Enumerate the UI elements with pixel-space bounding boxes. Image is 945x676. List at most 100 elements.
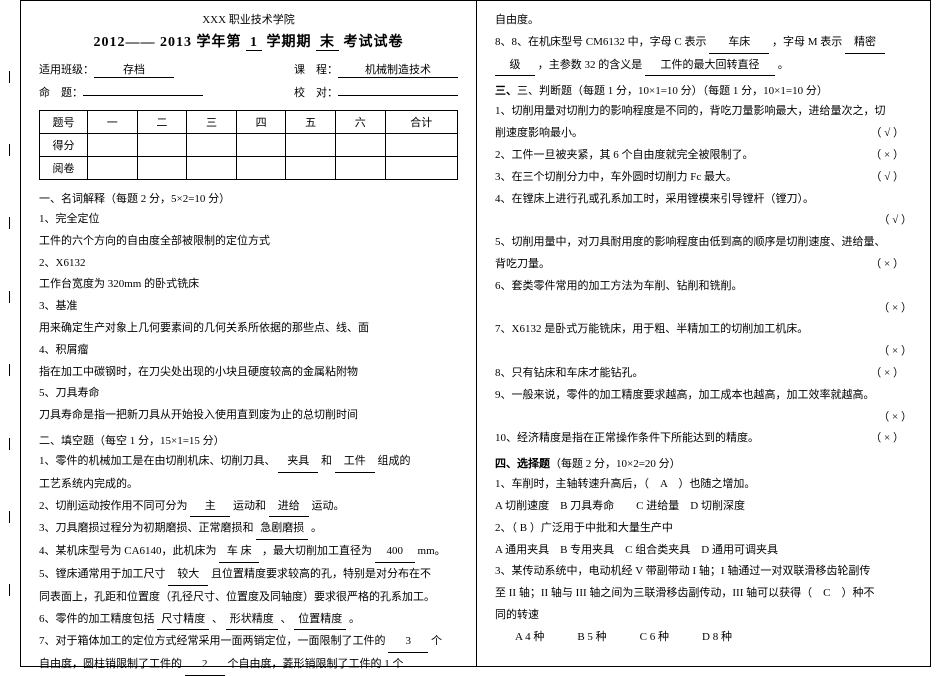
school-name: XXX 职业技术学院: [39, 11, 458, 27]
judgement-mark: （ × ）: [870, 429, 904, 449]
s1-def: 刀具寿命是指一把新刀具从开始投入使用直到废为止的总切削时间: [39, 406, 458, 426]
score-row-defen: 得分: [40, 134, 458, 157]
s2-q6: 6、零件的加工精度包括 尺寸精度 、 形状精度 、 位置精度 。: [39, 610, 458, 631]
class-value: 存档: [94, 61, 174, 78]
score-cell: [88, 157, 138, 180]
s2-q1-b1: 夹具: [278, 452, 318, 473]
s2-q4-b1: 车 床: [219, 542, 259, 563]
score-cell: [385, 157, 457, 180]
score-header-cell: 一: [88, 111, 138, 134]
s2-q5: 5、镗床通常用于加工尺寸 较大 且位置精度要求较高的孔，特别是对分布在不: [39, 565, 458, 586]
s1-term: 5、刀具寿命: [39, 384, 458, 404]
score-cell: [137, 134, 187, 157]
s1-def: 指在加工中碳钢时，在刀尖处出现的小块且硬度较高的金属粘附物: [39, 363, 458, 383]
s2-q8-l2: 级 ，主参数 32 的含义是 工件的最大回转直径 。: [495, 56, 912, 77]
s2-q4: 4、某机床型号为 CA6140，此机床为 车 床 ，最大切削加工直径为 400 …: [39, 542, 458, 563]
s2-q5-prefix: 5、镗床通常用于加工尺寸: [39, 568, 166, 580]
s2-q6-b2: 形状精度: [226, 610, 278, 631]
s4-q3-l3: 同的转速: [495, 606, 912, 626]
s2-q8: 8、8、在机床型号 CM6132 中，字母 C 表示 车床 ，字母 M 表示 精…: [495, 33, 912, 54]
score-cell: [286, 157, 336, 180]
score-header-cell: 合计: [385, 111, 457, 134]
section1-title: 一、名词解释（每题 2 分，5×2=10 分）: [39, 190, 458, 206]
checker-label: 校 对：: [294, 84, 338, 100]
exam-title: 2012—— 2013 学年第 1 学期期 末 考试试卷: [39, 31, 458, 51]
s2-q5-l2: 同表面上，孔距和位置度（孔径尺寸、位置度及同轴度）要求很严格的孔系加工。: [39, 588, 458, 608]
s2-q2-b1: 主: [190, 497, 230, 518]
s2-q1-b2: 工件: [335, 452, 375, 473]
s2-q5-m1: 且位置精度要求较高的孔，特别是对分布在不: [211, 568, 431, 580]
score-header-cell: 六: [335, 111, 385, 134]
s2-q2-b2: 进给: [269, 497, 309, 518]
s3-item: 1、切削用量对切削力的影响程度是不同的，背吃刀量影响最大，进给量次之，切: [495, 102, 912, 122]
score-cell: [88, 134, 138, 157]
s2-q2-prefix: 2、切削运动按作用不同可分为: [39, 500, 188, 512]
s3-item-markline: （ × ）: [495, 299, 912, 319]
s2-q3-suf: 。: [311, 522, 322, 534]
score-row-label: 得分: [40, 134, 88, 157]
s2-q8-l2m: ，主参数 32 的含义是: [538, 59, 643, 71]
s4-q2-opts: A 通用夹具 B 专用夹具 C 组合类夹具 D 通用可调夹具: [495, 541, 912, 561]
setter-label: 命 题：: [39, 84, 83, 100]
s2-q1-m1: 和: [321, 455, 332, 467]
score-row-label: 阅卷: [40, 157, 88, 180]
score-cell: [335, 134, 385, 157]
s2-q3-b1: 急剧磨损: [256, 519, 308, 540]
s2-q8-b1: 车床: [709, 33, 769, 54]
s3-item-markline: （ √ ）: [495, 211, 912, 231]
section3-title-text: 三、判断题（每题 1 分，10×1=10 分）: [517, 85, 703, 97]
s2-q3-prefix: 3、刀具磨损过程分为初期磨损、正常磨损和: [39, 522, 254, 534]
score-cell: [236, 134, 286, 157]
score-header-cell: 题号: [40, 111, 88, 134]
s4-q2: 2、（ B ）广泛用于中批和大量生产中: [495, 519, 912, 539]
s2-q7-b1: 3: [388, 632, 428, 653]
s1-def: 工作台宽度为 320mm 的卧式铣床: [39, 275, 458, 295]
s2-q8-m1: ，字母 M 表示: [772, 36, 842, 48]
judgement-mark: （ × ）: [870, 364, 904, 384]
year-range: 2012—— 2013: [94, 35, 193, 50]
s2-q7-b2: 2: [185, 655, 225, 676]
s4-q3-l2: 至 II 轴；II 轴与 III 轴之间为三联滑移齿副传动，III 轴可以获得（…: [495, 584, 912, 604]
judgement-mark: （ × ）: [870, 146, 904, 166]
s2-q7-l2p: 自由度，圆柱销限制了工件的: [39, 658, 182, 670]
s2-q7-l2m: 个自由度，菱形销限制了工件的 1 个: [228, 658, 404, 670]
s3-item-markline: （ × ）: [495, 408, 912, 428]
checker-value: [338, 95, 458, 96]
score-header-row: 题号一二三四五六合计: [40, 111, 458, 134]
s2-q7-suf: 个: [431, 635, 442, 647]
section1-items: 1、完全定位工件的六个方向的自由度全部被限制的定位方式2、X6132工作台宽度为…: [39, 210, 458, 426]
exam-type: 末: [316, 35, 339, 51]
score-cell: [187, 157, 237, 180]
s2-q6-m2: 、: [281, 613, 292, 625]
course-value: 机械制造技术: [338, 61, 458, 78]
s4-q3: 3、某传动系统中，电动机经 V 带副带动 I 轴；I 轴通过一对双联滑移齿轮副传: [495, 562, 912, 582]
s1-def: 用来确定生产对象上几何要素间的几何关系所依据的那些点、线、面: [39, 319, 458, 339]
s1-term: 4、积屑瘤: [39, 341, 458, 361]
class-label: 适用班级：: [39, 61, 94, 77]
s2-q1-l2: 工艺系统内完成的。: [39, 475, 458, 495]
score-row-yuejuan: 阅卷: [40, 157, 458, 180]
score-table: 题号一二三四五六合计 得分 阅卷: [39, 110, 458, 180]
s3-item-line2: 背吃刀量。（ × ）: [495, 255, 912, 275]
course-label: 课 程：: [294, 61, 338, 77]
s2-q8-pre: 8、8、在机床型号 CM6132 中，字母 C 表示: [495, 36, 706, 48]
s3-item: 6、套类零件常用的加工方法为车削、钻削和铣削。: [495, 277, 912, 297]
s2-q1: 1、零件的机械加工是在由切削机床、切削刀具、 夹具 和 工件 组成的: [39, 452, 458, 473]
section4-title: 四、选择题（每题 2 分，10×2=20 分）: [495, 455, 912, 471]
s2-q5-b1: 较大: [168, 565, 208, 586]
info-row-1: 适用班级： 存档 课 程： 机械制造技术: [39, 61, 458, 78]
s2-q4-b2: 400: [375, 542, 415, 563]
s2-q4-prefix: 4、某机床型号为 CA6140，此机床为: [39, 545, 217, 557]
s3-item: 7、X6132 是卧式万能铣床，用于粗、半精加工的切削加工机床。: [495, 320, 912, 340]
s3-item: 5、切削用量中，对刀具耐用度的影响程度由低到高的顺序是切削速度、进给量、: [495, 233, 912, 253]
cont-line: 自由度。: [495, 11, 912, 31]
s3-item: 3、在三个切削分力中，车外圆时切削力 Fc 最大。（ √ ）: [495, 168, 912, 188]
s2-q8-l2s: 。: [778, 59, 789, 71]
score-cell: [236, 157, 286, 180]
s2-q7: 7、对于箱体加工的定位方式经常采用一面两销定位，一面限制了工件的 3 个: [39, 632, 458, 653]
page-container: XXX 职业技术学院 2012—— 2013 学年第 1 学期期 末 考试试卷 …: [0, 0, 945, 667]
right-column: 自由度。 8、8、在机床型号 CM6132 中，字母 C 表示 车床 ，字母 M…: [476, 0, 931, 667]
s2-q7-prefix: 7、对于箱体加工的定位方式经常采用一面两销定位，一面限制了工件的: [39, 635, 386, 647]
section3-title: 三、三、判断题（每题 1 分，10×1=10 分）（每题 1 分，10×1=10…: [495, 82, 912, 98]
s3-item-markline: （ × ）: [495, 342, 912, 362]
